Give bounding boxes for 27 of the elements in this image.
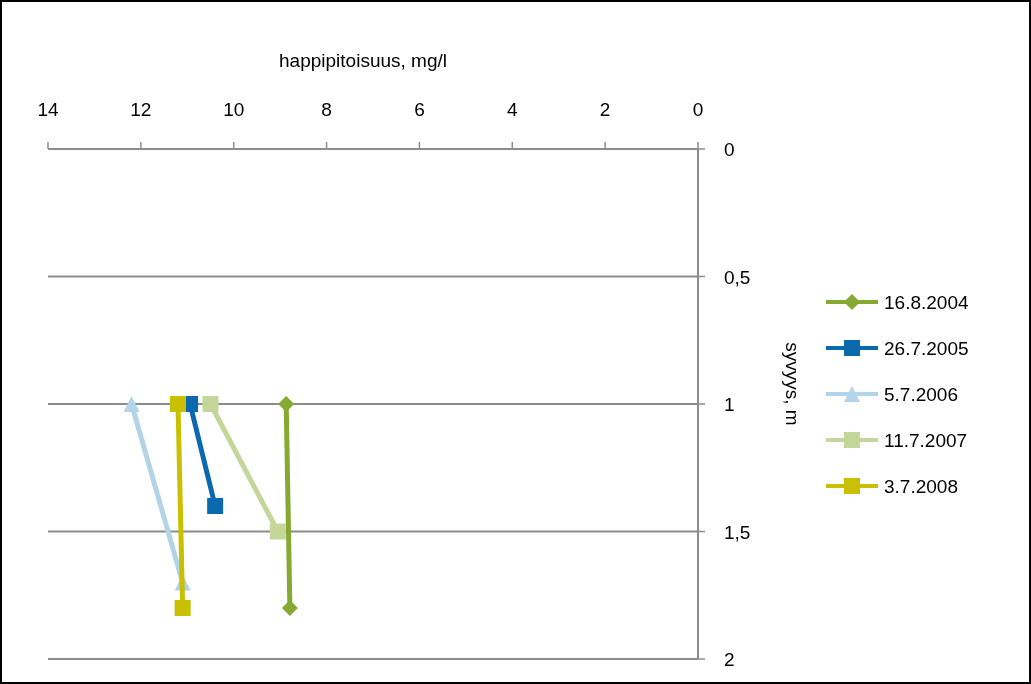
- y-tick-label: 1: [724, 394, 735, 415]
- x-tick-label: 8: [321, 99, 332, 120]
- point: [269, 523, 286, 540]
- y-tick-label: 0: [724, 139, 735, 160]
- y-tick-label: 1,5: [724, 521, 751, 543]
- point: [281, 600, 298, 616]
- x-tick-label: 2: [599, 99, 611, 120]
- x-tick-label: 6: [414, 99, 425, 120]
- x-tick-label: 10: [223, 99, 245, 120]
- x-axis-title: happipitoisuus, mg/l: [279, 50, 447, 71]
- legend-label: 26.7.2005: [884, 338, 969, 359]
- y-tick-label: 0,5: [724, 266, 751, 288]
- legend-label: 16.8.2004: [884, 292, 969, 313]
- y-tick-label: 2: [724, 649, 735, 670]
- x-tick-label: 14: [37, 99, 59, 120]
- point: [207, 498, 224, 514]
- x-tick-label: 0: [692, 99, 704, 120]
- y-axis-title: syvyys, m: [782, 342, 803, 426]
- point: [278, 396, 295, 412]
- legend-label: 11.7.2007: [884, 430, 968, 451]
- point: [170, 396, 186, 412]
- legend-label: 3.7.2008: [884, 476, 958, 497]
- point: [174, 600, 191, 616]
- legend-label: 5.7.2006: [884, 384, 958, 405]
- x-tick-label: 4: [507, 99, 518, 120]
- x-tick-label: 12: [130, 99, 152, 120]
- point: [202, 396, 219, 412]
